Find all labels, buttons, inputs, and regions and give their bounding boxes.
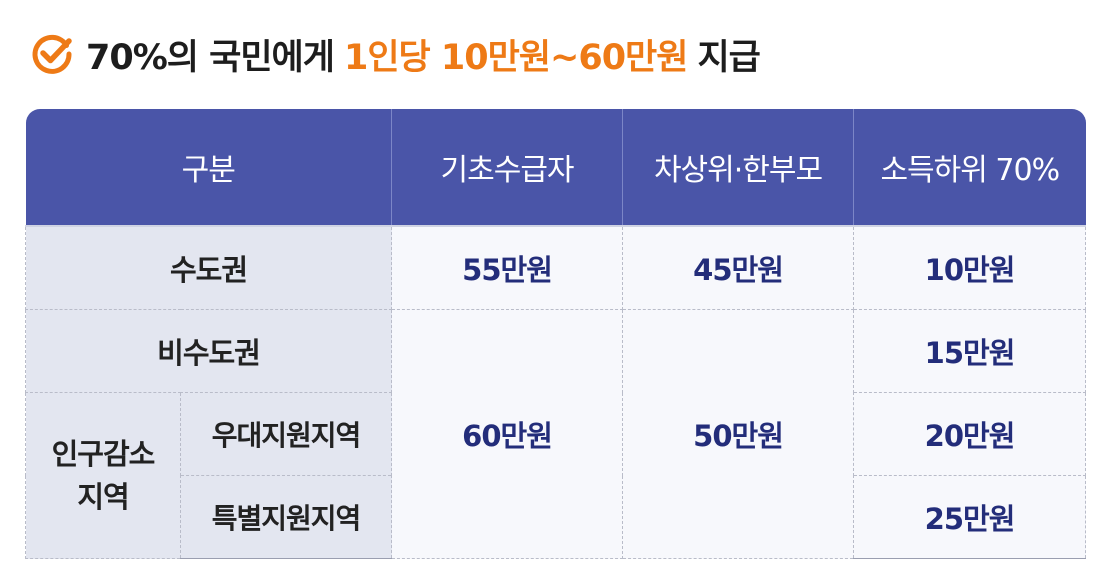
table-row: 특별지원지역 25만원 [26, 475, 1087, 559]
cell-capital-lower70: 10만원 [853, 225, 1087, 310]
title-part1: 70%의 국민에게 [86, 37, 335, 78]
row-label-special: 특별지원지역 [179, 475, 393, 559]
header-basic-recipient: 기초수급자 [391, 109, 624, 226]
header-near-poor: 차상위·한부모 [622, 109, 855, 226]
page-title: 70%의 국민에게 1인당 10만원~60만원 지급 [30, 26, 761, 82]
row-label-capital: 수도권 [24, 225, 393, 310]
cell-non-capital-lower70: 15만원 [853, 309, 1087, 393]
depopulation-label-line1: 인구감소 [51, 437, 156, 472]
row-label-non-capital: 비수도권 [24, 309, 393, 393]
row-label-depopulation: 인구감소 지역 [25, 392, 181, 559]
cell-merged-near-poor: 50만원 [622, 309, 855, 559]
row-label-preferential: 우대지원지역 [179, 392, 393, 476]
table-header-row: 구분 기초수급자 차상위·한부모 소득하위 70% [25, 109, 1086, 226]
table-row: 수도권 55만원 45만원 10만원 [24, 225, 1087, 310]
title-highlight: 1인당 10만원~60만원 [343, 37, 688, 78]
support-table: 구분 기초수급자 차상위·한부모 소득하위 70% 수도권 55만원 45만원 … [24, 109, 1087, 559]
cell-capital-basic: 55만원 [391, 225, 624, 310]
table-row: 인구감소 지역 우대지원지역 20만원 [25, 392, 1087, 559]
cell-special-lower70: 25만원 [853, 475, 1087, 559]
depopulation-label-line2: 지역 [77, 479, 129, 514]
cell-capital-near-poor: 45만원 [622, 225, 855, 310]
cell-preferential-lower70: 20만원 [853, 392, 1087, 476]
cell-merged-basic: 60만원 [391, 309, 624, 559]
title-part2: 지급 [697, 37, 760, 78]
header-category: 구분 [25, 109, 393, 226]
header-lower-70: 소득하위 70% [853, 109, 1086, 226]
check-circle-icon [32, 34, 72, 74]
table-row: 비수도권 60만원 50만원 15만원 [24, 309, 1087, 559]
